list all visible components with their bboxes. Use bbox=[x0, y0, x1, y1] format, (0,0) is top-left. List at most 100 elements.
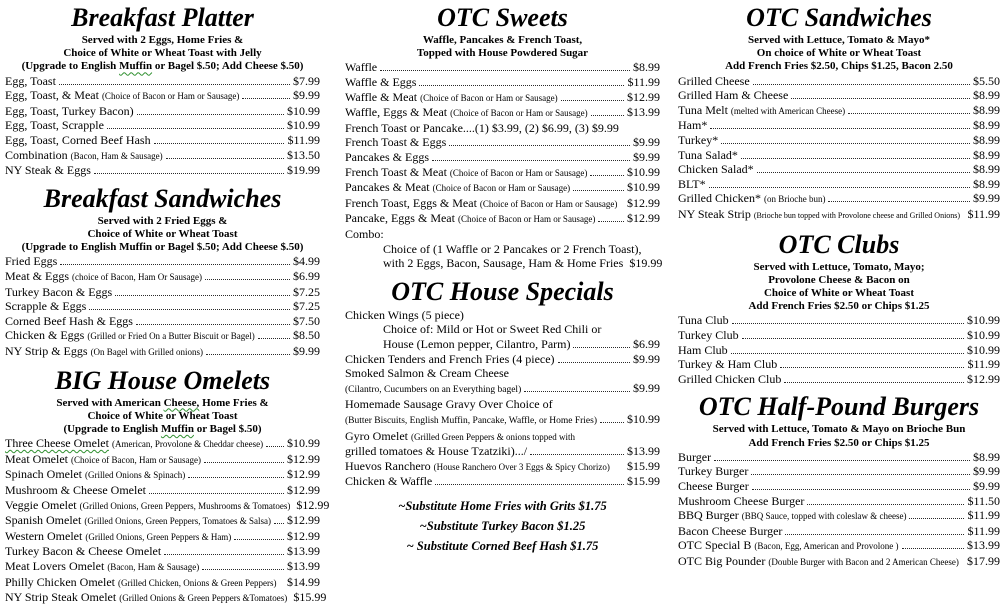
menu-item: Chicken Tenders and French Fries (4 piec… bbox=[345, 352, 660, 367]
item-note: (American, Provolone & Cheddar cheese) bbox=[111, 439, 264, 450]
dotted-leader bbox=[751, 489, 970, 491]
item-price: $12.99 bbox=[627, 195, 660, 210]
section-subtitle: Served with 2 Fried Eggs & bbox=[97, 214, 228, 227]
menu-item: Tuna Melt (melted with American Cheese) $8… bbox=[678, 103, 1000, 119]
item-note: (Choice of Bacon or Ham or Sausage) bbox=[432, 183, 571, 194]
item-name: Fried Eggs bbox=[5, 254, 58, 269]
item-price: $6.99 bbox=[293, 269, 320, 284]
section-subtitle: Add French Fries $2.50 or Chips $1.25 bbox=[748, 436, 930, 449]
item-name: Egg, Toast, Corned Beef Hash bbox=[5, 133, 151, 148]
item-name: Bacon Cheese Burger bbox=[678, 523, 783, 538]
dotted-leader bbox=[740, 157, 970, 159]
menu-item: Ham* $8.99 bbox=[678, 118, 1000, 133]
substitution-note: ~ Substitute Corned Beef Hash $1.75 bbox=[406, 538, 599, 553]
section-subtitle: Served with Lettuce, Tomato, Mayo; bbox=[753, 260, 925, 273]
item-name: Grilled Ham & Cheese bbox=[678, 88, 789, 103]
section-subtitle: Add French Fries $2.50 or Chips $1.25 bbox=[748, 300, 930, 313]
dotted-leader bbox=[58, 83, 290, 85]
item-name: Grilled Chicken Club bbox=[678, 371, 782, 386]
item-name: Scrapple & Eggs bbox=[5, 299, 87, 314]
section-breakfast-platter: Breakfast Platter Served with 2 Eggs, Hom… bbox=[5, 3, 320, 178]
menu-item: Turkey Burger $9.99 bbox=[678, 464, 1000, 479]
item-name: Egg, Toast, Scrapple bbox=[5, 118, 104, 133]
menu-item-line: Choice of: Mild or Hot or Sweet Red Chil… bbox=[345, 322, 660, 337]
item-name: Pancakes & Eggs bbox=[345, 150, 429, 165]
item-name: Turkey Burger bbox=[678, 464, 749, 479]
item-name: Meat & Eggs bbox=[5, 269, 69, 284]
dotted-leader bbox=[89, 309, 290, 311]
item-name: Grilled Chicken* bbox=[678, 191, 761, 206]
item-name: Corned Beef Hash & Eggs bbox=[5, 313, 133, 328]
dotted-leader bbox=[741, 338, 964, 339]
item-name: Chicken Salad* bbox=[678, 162, 754, 177]
menu-item: Mushroom & Cheese Omelet $12.99 bbox=[5, 483, 320, 498]
item-name: OTC Special B bbox=[678, 538, 752, 553]
section-otc-half-pound-burgers: OTC Half-Pound Burgers Served with Lettuc… bbox=[678, 393, 1000, 569]
dotted-leader bbox=[380, 70, 630, 72]
item-price: $10.99 bbox=[627, 180, 660, 195]
menu-item: NY Steak Strip (Brioche bun topped with P… bbox=[678, 207, 1000, 224]
item-name: French Toast & Meat bbox=[345, 164, 447, 179]
spellcheck-underlined-word: Muffin bbox=[119, 60, 153, 73]
dotted-leader bbox=[780, 367, 965, 369]
menu-item: OTC Special B (Bacon, Egg, American and P… bbox=[678, 538, 1000, 554]
menu-item: Homemade Sausage Gravy Over Choice of bbox=[345, 397, 660, 412]
item-price: $12.99 bbox=[287, 513, 320, 528]
subtitle-text: Home Fries & bbox=[199, 396, 269, 409]
menu-item-line: House (Lemon pepper, Cilantro, Parm) $6.9… bbox=[345, 337, 660, 352]
section-subtitle: Waffle, Pancakes & French Toast, bbox=[422, 34, 583, 47]
item-note: (On Bagel with Grilled onions) bbox=[90, 347, 204, 357]
section-subtitle: Choice of White or Wheat Toast with Jell… bbox=[63, 47, 262, 60]
item-price: $8.99 bbox=[973, 102, 1000, 117]
item-name: Gyro Omelet bbox=[345, 428, 408, 443]
section-title: OTC Half-Pound Burgers bbox=[698, 392, 980, 422]
menu-item: Mushroom Cheese Burger $11.50 bbox=[678, 494, 1000, 509]
item-name: Tuna Salad* bbox=[678, 147, 738, 162]
section-subtitle: Topped with House Powdered Sugar bbox=[416, 47, 589, 60]
substitution-note: ~Substitute Home Fries with Grits $1.75 bbox=[398, 498, 607, 513]
section-subtitle: (Upgrade to English Muffin or Bagel $.50… bbox=[5, 60, 320, 73]
dotted-leader bbox=[600, 422, 624, 423]
section-otc-house-specials: OTC House Specials Chicken Wings (5 piece… bbox=[345, 277, 660, 489]
item-name: Three Cheese Omelet bbox=[5, 436, 109, 451]
section-subtitle: Choice of White or Wheat Toast bbox=[87, 228, 238, 241]
item-price: $11.99 bbox=[967, 508, 1000, 523]
item-name: Meat Lovers Omelet bbox=[5, 558, 105, 573]
item-price: $7.99 bbox=[293, 73, 320, 88]
menu-item: Chicken Wings (5 piece) bbox=[345, 308, 660, 323]
menu-item: NY Steak & Eggs $19.99 bbox=[5, 163, 320, 178]
item-note: (Grilled Onions & Green Peppers &Tomatoe… bbox=[119, 593, 288, 604]
item-name: Turkey & Ham Club bbox=[678, 357, 778, 372]
dotted-leader bbox=[751, 474, 970, 476]
menu-item: Fried Eggs $4.99 bbox=[5, 254, 320, 269]
spellcheck-underlined-word: Cheese, bbox=[163, 396, 200, 409]
menu-item: Waffle, Eggs & Meat (Choice of Bacon or H… bbox=[345, 105, 660, 121]
item-price: $10.99 bbox=[967, 342, 1000, 357]
menu-item: OTC Big Pounder (Double Burger with Bacon… bbox=[678, 554, 1000, 570]
item-price: $12.99 bbox=[296, 497, 330, 512]
item-name: French Toast or Pancake....(1) $3.99, (2… bbox=[345, 120, 619, 135]
item-price: $19.99 bbox=[287, 163, 320, 178]
item-price: $12.99 bbox=[287, 483, 320, 498]
menu-item: French Toast & Meat (Choice of Bacon or H… bbox=[345, 165, 660, 181]
item-note: (Grilled Onions & Spinach) bbox=[84, 470, 186, 481]
dotted-leader bbox=[721, 143, 970, 145]
item-name: Cheese Burger bbox=[678, 479, 749, 494]
subtitle-text: (Upgrade to English bbox=[63, 423, 161, 436]
item-price: $19.99 bbox=[629, 256, 663, 271]
item-name: NY Strip & Eggs bbox=[5, 344, 88, 358]
item-line-text: House (Lemon pepper, Cilantro, Parm) bbox=[383, 337, 571, 352]
menu-item: Burger $8.99 bbox=[678, 450, 1000, 465]
section-title: BIG House Omelets bbox=[54, 365, 271, 395]
item-name: Ham* bbox=[678, 118, 708, 133]
item-name: Waffle & Meat bbox=[345, 89, 418, 104]
section-subtitle: (Upgrade to English Muffin or Bagel $.50… bbox=[5, 423, 320, 436]
dotted-leader bbox=[828, 201, 970, 203]
item-price: $9.99 bbox=[633, 351, 660, 366]
menu-item: Waffle $8.99 bbox=[345, 60, 660, 75]
item-note: (Choice of Bacon or Ham or Sausage) bbox=[479, 198, 618, 209]
dotted-leader bbox=[93, 173, 284, 175]
item-price: $13.99 bbox=[287, 544, 320, 559]
menu-item-line: grilled tomatoes & House Tzatziki).../ $1… bbox=[345, 444, 660, 459]
menu-item: Grilled Chicken* (on Brioche bun) $9.99 bbox=[678, 191, 1000, 207]
